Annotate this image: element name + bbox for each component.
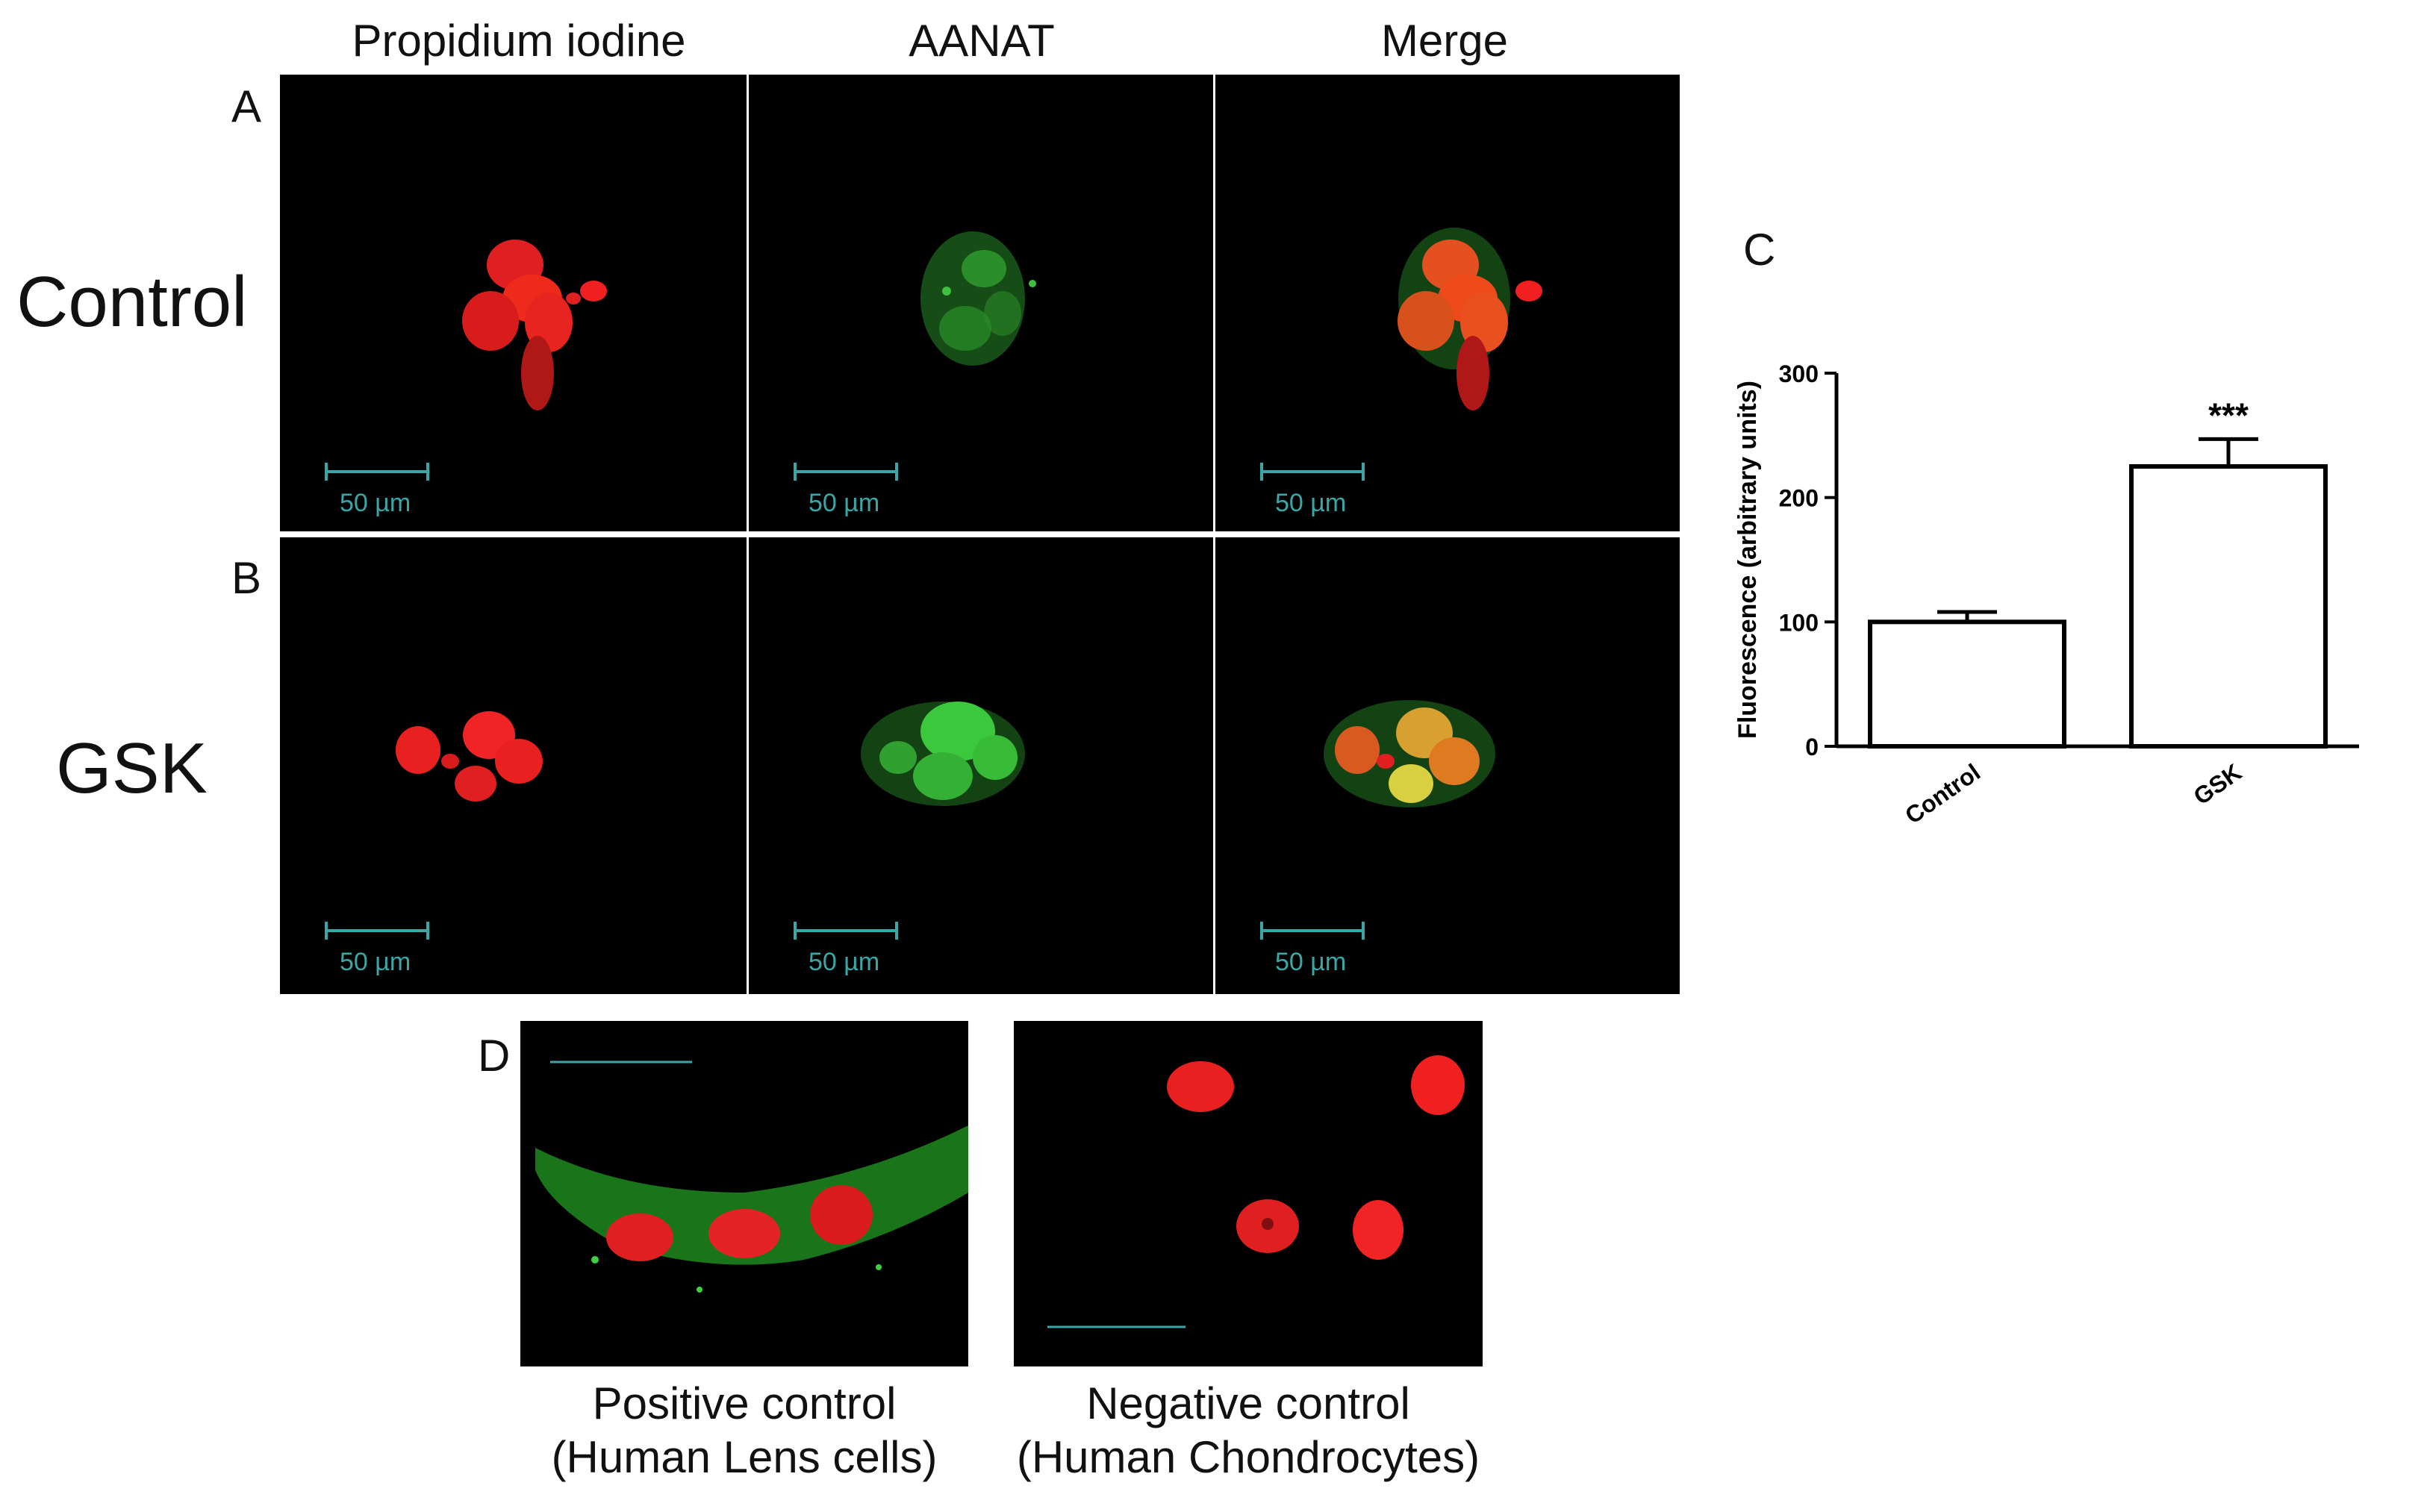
scale-label: 50 µm bbox=[809, 948, 880, 976]
scale-label: 50 µm bbox=[1275, 948, 1347, 976]
bar-chart: 0 100 200 300 Fluorescence (arbitrary units)… bbox=[1733, 360, 2359, 829]
micrograph-control-aanat: 50 µm bbox=[749, 75, 1213, 531]
negative-control-title: Negative control bbox=[1086, 1378, 1410, 1428]
scale-bar bbox=[325, 463, 429, 493]
scale-bar bbox=[1260, 463, 1365, 493]
micrograph-control-merge: 50 µm bbox=[1215, 75, 1680, 531]
micrograph-gsk-propidium-iodine: 50 µm bbox=[280, 537, 747, 994]
micrograph-gsk-aanat: 50 µm bbox=[749, 537, 1213, 994]
y-tick-label: 100 bbox=[1779, 609, 1819, 636]
scale-bar bbox=[794, 463, 898, 493]
panel-letter-c: C bbox=[1743, 225, 1776, 275]
scale-bar bbox=[325, 922, 429, 952]
x-tick-label: Control bbox=[1900, 758, 1985, 829]
positive-control-subtitle: (Human Lens cells) bbox=[551, 1432, 938, 1482]
scale-label: 50 µm bbox=[809, 489, 880, 517]
micrograph-negative-control bbox=[1014, 1021, 1483, 1366]
positive-control-caption: Positive control (Human Lens cells) bbox=[483, 1377, 1006, 1484]
column-header-merge: Merge bbox=[1380, 16, 1509, 66]
scale-label: 50 µm bbox=[340, 948, 411, 976]
y-tick-label: 0 bbox=[1805, 734, 1819, 760]
negative-control-caption: Negative control (Human Chondrocytes) bbox=[987, 1377, 1510, 1484]
scale-bar bbox=[1260, 922, 1365, 952]
panel-letter-a: A bbox=[231, 81, 262, 131]
micrograph-gsk-merge: 50 µm bbox=[1215, 537, 1680, 994]
row-label-control: Control bbox=[16, 262, 248, 342]
positive-control-title: Positive control bbox=[592, 1378, 897, 1428]
micrograph-control-propidium-iodine: 50 µm bbox=[280, 75, 747, 531]
micrograph-positive-control bbox=[520, 1021, 968, 1366]
column-header-propidium-iodine: Propidium iodine bbox=[352, 16, 686, 66]
row-label-gsk: GSK bbox=[56, 728, 208, 808]
scale-bar bbox=[794, 922, 898, 952]
significance-marker: *** bbox=[2208, 396, 2249, 434]
panel-letter-b: B bbox=[231, 553, 262, 603]
panel-letter-d: D bbox=[478, 1031, 511, 1081]
bar-control bbox=[1868, 619, 2066, 749]
y-tick-label: 200 bbox=[1779, 485, 1819, 512]
y-axis-label: Fluorescence (arbitrary units) bbox=[1733, 381, 1762, 739]
negative-control-subtitle: (Human Chondrocytes) bbox=[1016, 1432, 1480, 1482]
scale-label: 50 µm bbox=[1275, 489, 1347, 517]
bar-gsk bbox=[2129, 464, 2328, 749]
column-header-aanat: AANAT bbox=[909, 16, 1055, 66]
scale-label: 50 µm bbox=[340, 489, 411, 517]
x-tick-label: GSK bbox=[2189, 758, 2246, 810]
y-tick-label: 300 bbox=[1779, 360, 1819, 387]
